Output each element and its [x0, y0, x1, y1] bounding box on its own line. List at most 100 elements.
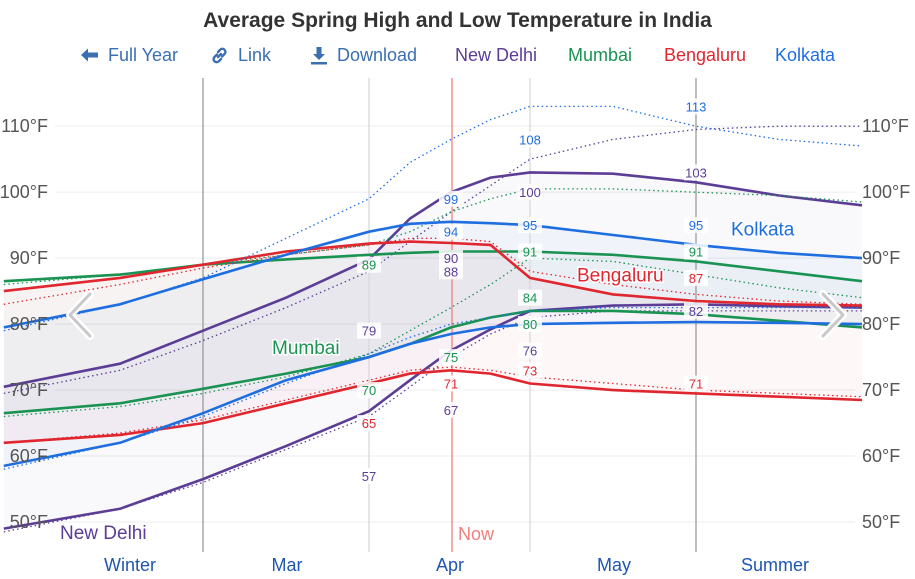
chevron-right-icon: [819, 290, 847, 340]
bengaluru-low-line: [3, 368, 863, 445]
bengaluru-annotation-bg: [439, 375, 463, 392]
kolkata-annotation-bg: [439, 190, 463, 207]
bengaluru-annotation-bg: [684, 269, 708, 286]
download-label: Download: [337, 44, 418, 65]
download-icon: [311, 46, 327, 64]
new-delhi-annotation-bg: [684, 164, 708, 181]
kolkata-annotation-bg: [439, 223, 463, 240]
y-tick-label-right: 50°F: [862, 512, 900, 532]
mumbai-annotation-bg: [518, 316, 542, 333]
mumbai-annotation: 80: [523, 317, 537, 332]
new-delhi-annotation: 79: [362, 324, 376, 339]
x-tick-label: Winter: [104, 555, 156, 575]
new-delhi-annotation: 103: [685, 165, 707, 180]
full-year-button[interactable]: Full Year: [80, 42, 178, 68]
bengaluru-annotation-bg: [357, 415, 381, 432]
mumbai-annotation-bg: [357, 256, 381, 273]
bengaluru-annotation: 71: [444, 376, 458, 391]
mumbai-annotation: 91: [523, 245, 537, 260]
kolkata-annotation: 113: [686, 99, 707, 114]
y-tick-label-left: 90°F: [10, 248, 48, 268]
mumbai-normal-high-line: [3, 188, 863, 286]
new-delhi-annotation: 76: [523, 343, 537, 358]
mumbai-annotation-bg: [684, 243, 708, 260]
y-tick-label-left: 60°F: [10, 446, 48, 466]
previous-arrow-button[interactable]: [62, 290, 98, 340]
y-tick-label-right: 60°F: [862, 446, 900, 466]
kolkata-normal-high-line: [3, 105, 863, 332]
legend-new-delhi[interactable]: New Delhi: [455, 45, 538, 65]
new-delhi-annotation-bg: [518, 184, 542, 201]
bengaluru-normal-low-line: [3, 366, 863, 444]
new-delhi-annotation-bg: [439, 263, 463, 280]
y-tick-label-right: 100°F: [862, 182, 910, 202]
chart-title: Average Spring High and Low Temperature …: [203, 9, 712, 32]
bengaluru-series-label: Bengaluru: [577, 266, 664, 287]
legend-bengaluru[interactable]: Bengaluru: [664, 45, 747, 65]
kolkata-annotation: 94: [444, 225, 458, 240]
kolkata-annotation-bg: [684, 217, 708, 234]
mumbai-annotation-bg: [357, 382, 381, 399]
x-tick-label: Summer: [741, 555, 809, 575]
download-button[interactable]: Download: [310, 42, 417, 68]
kolkata-low-line: [3, 320, 863, 468]
full-year-label: Full Year: [108, 44, 179, 65]
kolkata-annotation-bg: [518, 217, 542, 234]
kolkata-annotation-bg: [518, 131, 542, 148]
x-tick-label: Mar: [272, 555, 303, 575]
bengaluru-high-line: [3, 240, 863, 307]
mumbai-annotation: 70: [362, 383, 376, 398]
new-delhi-normal-high-line: [3, 125, 862, 395]
mumbai-annotation-bg: [518, 243, 542, 260]
link-icon: [212, 47, 227, 63]
new-delhi-annotation-bg: [684, 302, 708, 319]
arrow-left-icon: [81, 48, 98, 62]
new-delhi-annotation-bg: [439, 401, 463, 418]
new-delhi-annotation: 67: [444, 403, 458, 418]
next-arrow-button[interactable]: [815, 290, 851, 340]
bengaluru-annotation: 65: [362, 416, 376, 431]
bengaluru-annotation: 73: [523, 363, 537, 378]
kolkata-annotation: 108: [519, 132, 541, 147]
kolkata-annotation: 99: [444, 192, 458, 207]
x-tick-label: May: [597, 555, 631, 575]
y-tick-label-left: 100°F: [0, 182, 48, 202]
new-delhi-annotation: 82: [689, 304, 703, 319]
link-button[interactable]: Link: [210, 42, 271, 68]
y-tick-label-right: 80°F: [862, 314, 900, 334]
new-delhi-annotation-bg: [518, 342, 542, 359]
kolkata-series-label: Kolkata: [731, 219, 795, 240]
new-delhi-annotation-bg: [439, 250, 463, 267]
mumbai-annotation: 91: [689, 245, 703, 260]
new-delhi-annotation: 100: [519, 185, 541, 200]
new-delhi-annotation: 90: [444, 251, 458, 266]
kolkata-annotation-bg: [684, 98, 708, 115]
new-delhi-annotation-bg: [357, 322, 381, 339]
y-tick-label-left: 50°F: [10, 512, 48, 532]
y-tick-label-left: 110°F: [1, 116, 48, 136]
legend-kolkata[interactable]: Kolkata: [775, 45, 836, 65]
mumbai-annotation-bg: [518, 289, 542, 306]
toolbar: Full Year Link Download New Delhi Mumbai…: [0, 42, 915, 68]
bengaluru-annotation-bg: [684, 375, 708, 392]
mumbai-annotation: 89: [362, 258, 376, 273]
link-label: Link: [238, 44, 272, 65]
legend-mumbai[interactable]: Mumbai: [568, 45, 633, 65]
bengaluru-annotation-bg: [518, 362, 542, 379]
mumbai-annotation: 75: [444, 350, 458, 365]
y-tick-label-right: 90°F: [862, 248, 900, 268]
mumbai-annotation-bg: [439, 349, 463, 366]
x-tick-label: Apr: [436, 555, 464, 575]
y-tick-label-right: 110°F: [862, 116, 909, 136]
bengaluru-annotation: 71: [689, 376, 703, 391]
bengaluru-annotation: 87: [689, 271, 703, 286]
new-delhi-annotation: 88: [444, 264, 458, 279]
kolkata-annotation: 95: [689, 218, 703, 233]
y-tick-label-left: 80°F: [10, 314, 48, 334]
mumbai-annotation: 84: [523, 291, 537, 306]
y-tick-label-left: 70°F: [10, 380, 48, 400]
new-delhi-annotation: 57: [362, 469, 376, 484]
new-delhi-annotation-bg: [357, 467, 381, 484]
new-delhi-series-label: New Delhi: [60, 523, 147, 544]
